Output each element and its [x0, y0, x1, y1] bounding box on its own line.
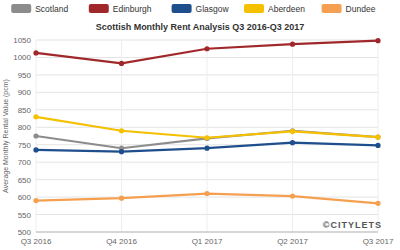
- point: [204, 136, 209, 141]
- point: [290, 128, 295, 133]
- point: [119, 196, 124, 201]
- legend-label: Glasgow: [196, 4, 230, 14]
- point: [290, 140, 295, 145]
- y-axis-label: Average Monthly Rental Value (pcm): [2, 79, 10, 193]
- point: [204, 146, 209, 151]
- point: [290, 42, 295, 47]
- point: [204, 46, 209, 51]
- legend-label: Edinburgh: [113, 4, 152, 14]
- legend-swatch: [172, 4, 192, 13]
- grid: [36, 40, 378, 232]
- x-grid-line: [292, 40, 293, 232]
- point: [119, 128, 124, 133]
- y-tick-label: 600: [18, 193, 32, 202]
- point: [119, 61, 124, 66]
- legend-swatch: [322, 4, 342, 13]
- y-tick-label: 500: [18, 228, 32, 237]
- point: [33, 50, 38, 55]
- y-tick-label: 850: [18, 106, 32, 115]
- y-tick-label: 750: [18, 141, 32, 150]
- y-tick-label: 1050: [13, 36, 31, 45]
- legend: Scotland Edinburgh Glasgow Aberdeen Dundee: [11, 4, 375, 14]
- point: [375, 38, 380, 43]
- legend-label: Scotland: [35, 4, 68, 14]
- y-tick-label: 650: [18, 176, 32, 185]
- y-tick-label: 550: [18, 211, 32, 220]
- y-tick-label: 800: [18, 123, 32, 132]
- x-grid-line: [121, 40, 122, 232]
- legend-label: Aberdeen: [268, 4, 305, 14]
- x-tick-label: Q1 2017: [192, 237, 223, 246]
- point: [375, 134, 380, 139]
- legend-swatch: [244, 4, 264, 13]
- point: [119, 149, 124, 154]
- point: [290, 193, 295, 198]
- x-tick-label: Q4 2016: [106, 237, 137, 246]
- y-tick-label: 1000: [13, 53, 31, 62]
- legend-swatch: [11, 4, 31, 13]
- point: [375, 134, 380, 139]
- title: Scottish Monthly Rent Analysis Q3 2016-Q…: [96, 22, 305, 32]
- y-tick-label: 950: [18, 71, 32, 80]
- x-tick-label: Q3 2016: [21, 237, 52, 246]
- point: [375, 143, 380, 148]
- plot-area: [33, 38, 380, 206]
- series-line: [36, 143, 378, 152]
- point: [375, 201, 380, 206]
- x-tick-label: Q3 2017: [363, 237, 394, 246]
- point: [33, 198, 38, 203]
- y-tick-label: 900: [18, 88, 32, 97]
- point: [33, 147, 38, 152]
- point: [204, 191, 209, 196]
- x-tick-label: Q2 2017: [277, 237, 308, 246]
- y-tick-label: 700: [18, 158, 32, 167]
- legend-swatch: [89, 4, 109, 13]
- point: [33, 133, 38, 138]
- chart: 500 550 600 650 700 750 800 850 900 950 1000 1050 Q3…: [0, 0, 400, 250]
- series-line: [36, 41, 378, 64]
- x-axis: [36, 232, 378, 233]
- point: [290, 129, 295, 134]
- point: [33, 114, 38, 119]
- watermark: ©CITYLETS: [323, 220, 382, 230]
- grid-line: [36, 232, 378, 233]
- point: [204, 135, 209, 140]
- series-line: [36, 117, 378, 138]
- legend-label: Dundee: [346, 4, 376, 14]
